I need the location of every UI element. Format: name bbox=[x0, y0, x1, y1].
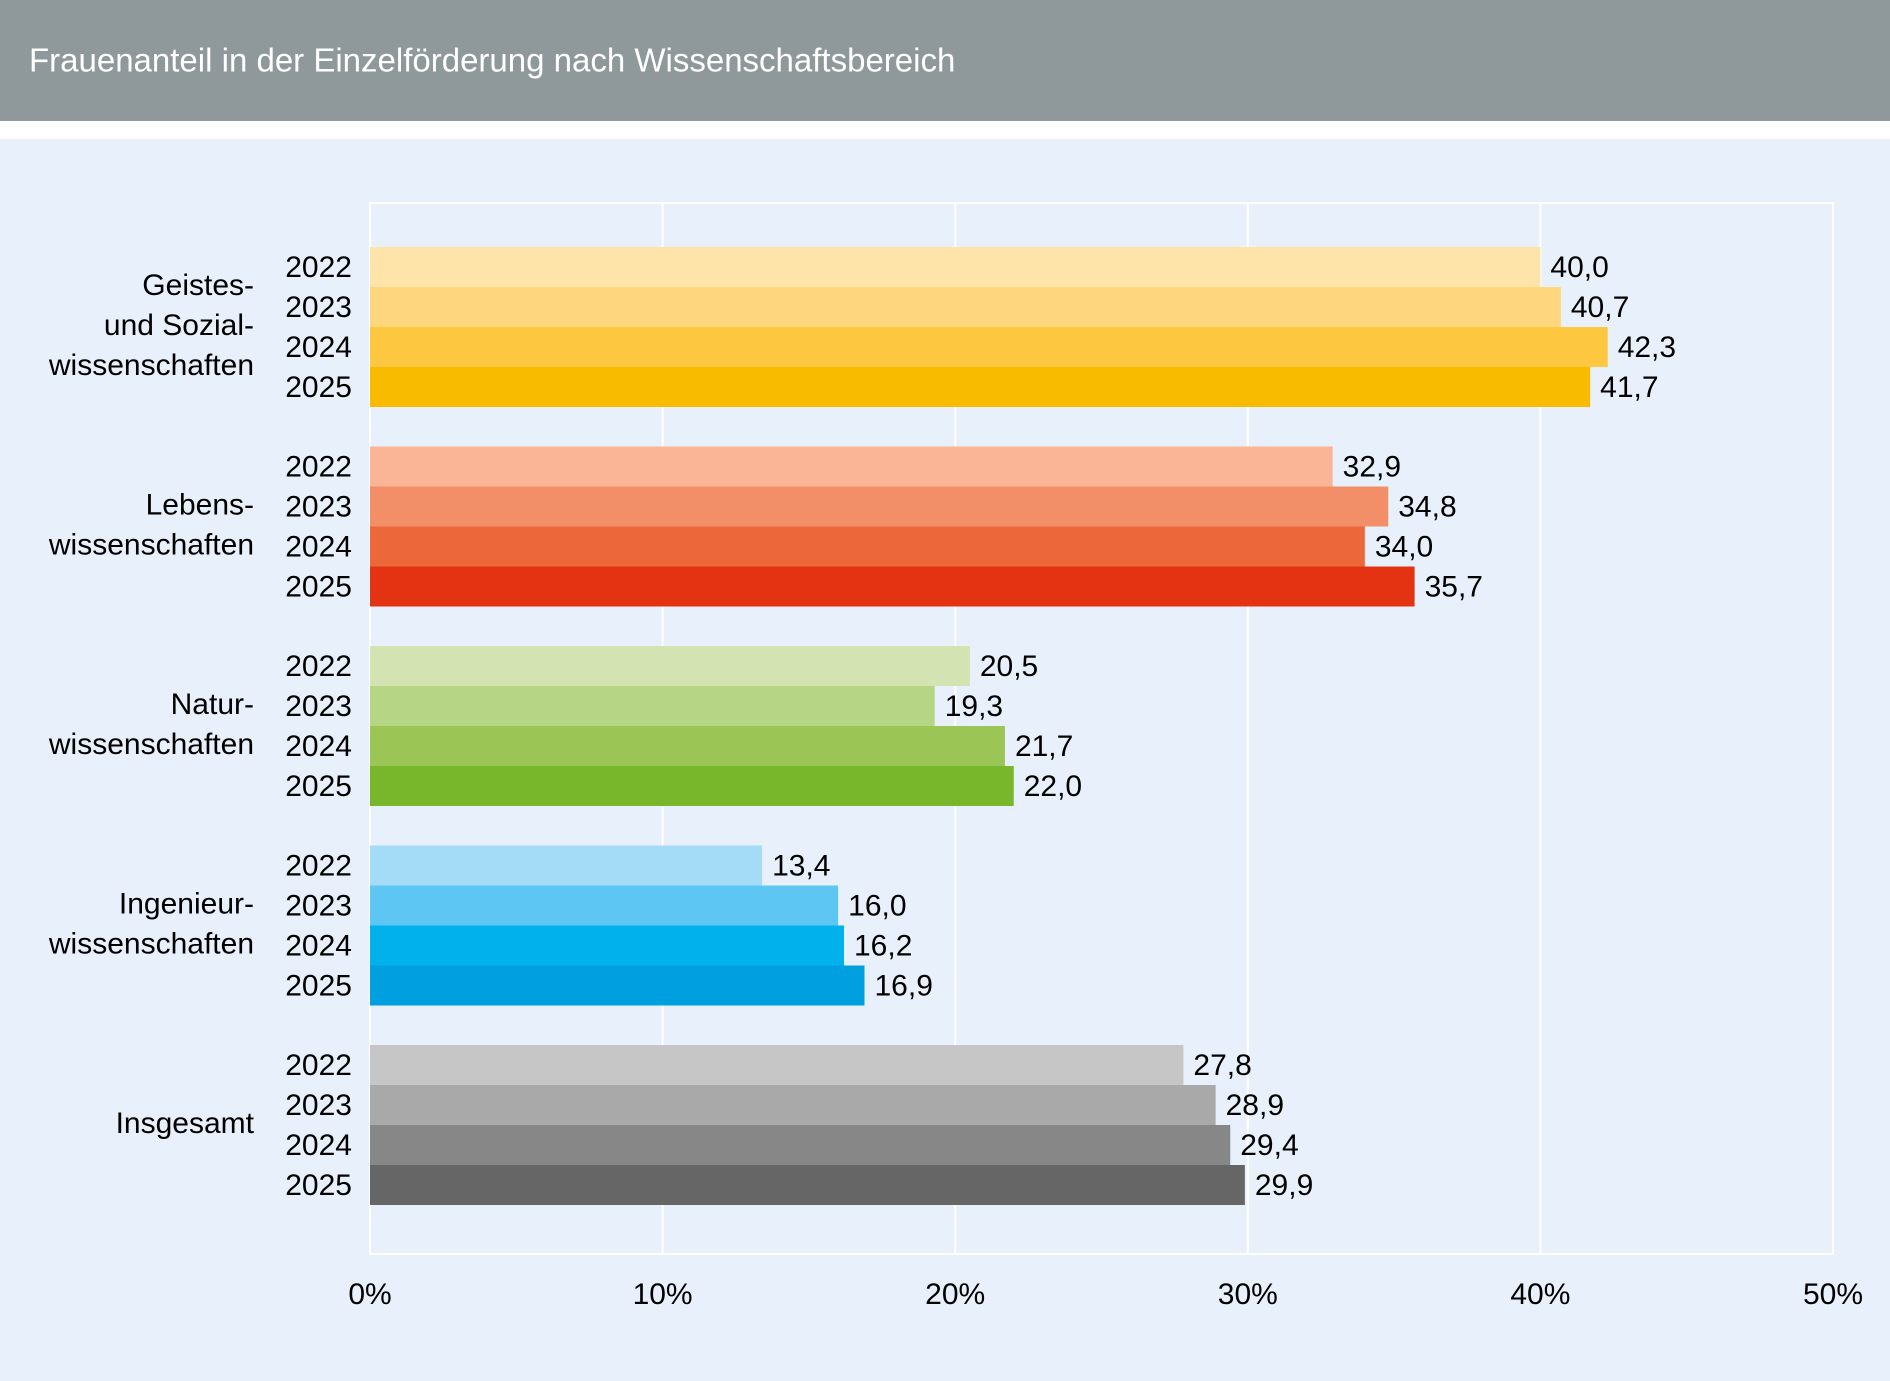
value-label: 20,5 bbox=[980, 650, 1038, 683]
value-label: 28,9 bbox=[1226, 1089, 1284, 1122]
year-label: 2022 bbox=[285, 251, 352, 284]
value-label: 19,3 bbox=[945, 690, 1003, 723]
value-label: 40,0 bbox=[1550, 251, 1608, 284]
bar bbox=[370, 1125, 1231, 1165]
year-label: 2025 bbox=[285, 969, 352, 1002]
bar bbox=[370, 885, 839, 926]
bar bbox=[370, 726, 1005, 766]
year-label: 2022 bbox=[285, 450, 352, 483]
year-label: 2023 bbox=[285, 690, 352, 723]
x-tick-label: 20% bbox=[925, 1278, 985, 1311]
category-label: wissenschaften bbox=[48, 728, 254, 761]
bar bbox=[370, 845, 763, 886]
year-label: 2022 bbox=[285, 849, 352, 882]
year-label: 2025 bbox=[285, 570, 352, 603]
bar bbox=[370, 1045, 1184, 1085]
category-label: wissenschaften bbox=[48, 927, 254, 960]
bar bbox=[370, 1085, 1216, 1125]
x-tick-label: 10% bbox=[633, 1278, 693, 1311]
value-label: 29,4 bbox=[1240, 1129, 1298, 1162]
bar bbox=[370, 766, 1014, 806]
value-label: 41,7 bbox=[1600, 371, 1658, 404]
bar bbox=[370, 367, 1591, 407]
category-label: wissenschaften bbox=[48, 349, 254, 382]
value-label: 16,2 bbox=[854, 929, 912, 962]
value-label: 32,9 bbox=[1343, 450, 1401, 483]
bar bbox=[370, 1165, 1245, 1205]
category-label: Geistes- bbox=[142, 269, 254, 302]
bar bbox=[370, 646, 970, 686]
year-label: 2023 bbox=[285, 291, 352, 324]
bar bbox=[370, 247, 1541, 287]
value-label: 34,8 bbox=[1398, 490, 1456, 523]
x-tick-label: 40% bbox=[1510, 1278, 1570, 1311]
year-label: 2023 bbox=[285, 889, 352, 922]
bar bbox=[370, 526, 1365, 567]
bar bbox=[370, 965, 865, 1006]
bar bbox=[370, 925, 845, 966]
value-label: 35,7 bbox=[1425, 570, 1483, 603]
category-label: Natur- bbox=[171, 688, 254, 721]
bar bbox=[370, 486, 1389, 527]
bar bbox=[370, 327, 1608, 367]
year-label: 2024 bbox=[285, 1129, 352, 1162]
header-bar bbox=[0, 0, 1890, 121]
year-label: 2023 bbox=[285, 1089, 352, 1122]
value-label: 29,9 bbox=[1255, 1169, 1313, 1202]
year-label: 2024 bbox=[285, 331, 352, 364]
value-label: 16,9 bbox=[874, 969, 932, 1002]
value-label: 21,7 bbox=[1015, 730, 1073, 763]
value-label: 34,0 bbox=[1375, 530, 1433, 563]
year-label: 2022 bbox=[285, 1049, 352, 1082]
value-label: 16,0 bbox=[848, 889, 906, 922]
value-label: 13,4 bbox=[772, 849, 830, 882]
year-label: 2024 bbox=[285, 530, 352, 563]
year-label: 2025 bbox=[285, 770, 352, 803]
value-label: 27,8 bbox=[1193, 1049, 1251, 1082]
year-label: 2022 bbox=[285, 650, 352, 683]
year-label: 2025 bbox=[285, 1169, 352, 1202]
chart-title: Frauenanteil in der Einzelförderung nach… bbox=[29, 42, 955, 79]
value-label: 42,3 bbox=[1618, 331, 1676, 364]
value-label: 40,7 bbox=[1571, 291, 1629, 324]
year-label: 2025 bbox=[285, 371, 352, 404]
header-stripe bbox=[0, 121, 1890, 139]
bar bbox=[370, 446, 1333, 487]
x-tick-label: 0% bbox=[348, 1278, 391, 1311]
category-label: Insgesamt bbox=[116, 1107, 255, 1140]
year-label: 2024 bbox=[285, 730, 352, 763]
bar bbox=[370, 566, 1415, 607]
category-label: wissenschaften bbox=[48, 528, 254, 561]
x-tick-label: 30% bbox=[1218, 1278, 1278, 1311]
bar bbox=[370, 287, 1561, 327]
year-label: 2024 bbox=[285, 929, 352, 962]
category-label: Ingenieur- bbox=[119, 887, 254, 920]
category-label: Lebens- bbox=[146, 488, 254, 521]
year-label: 2023 bbox=[285, 490, 352, 523]
value-label: 22,0 bbox=[1024, 770, 1082, 803]
category-label: und Sozial- bbox=[104, 309, 254, 342]
x-tick-label: 50% bbox=[1803, 1278, 1863, 1311]
bar bbox=[370, 686, 935, 726]
